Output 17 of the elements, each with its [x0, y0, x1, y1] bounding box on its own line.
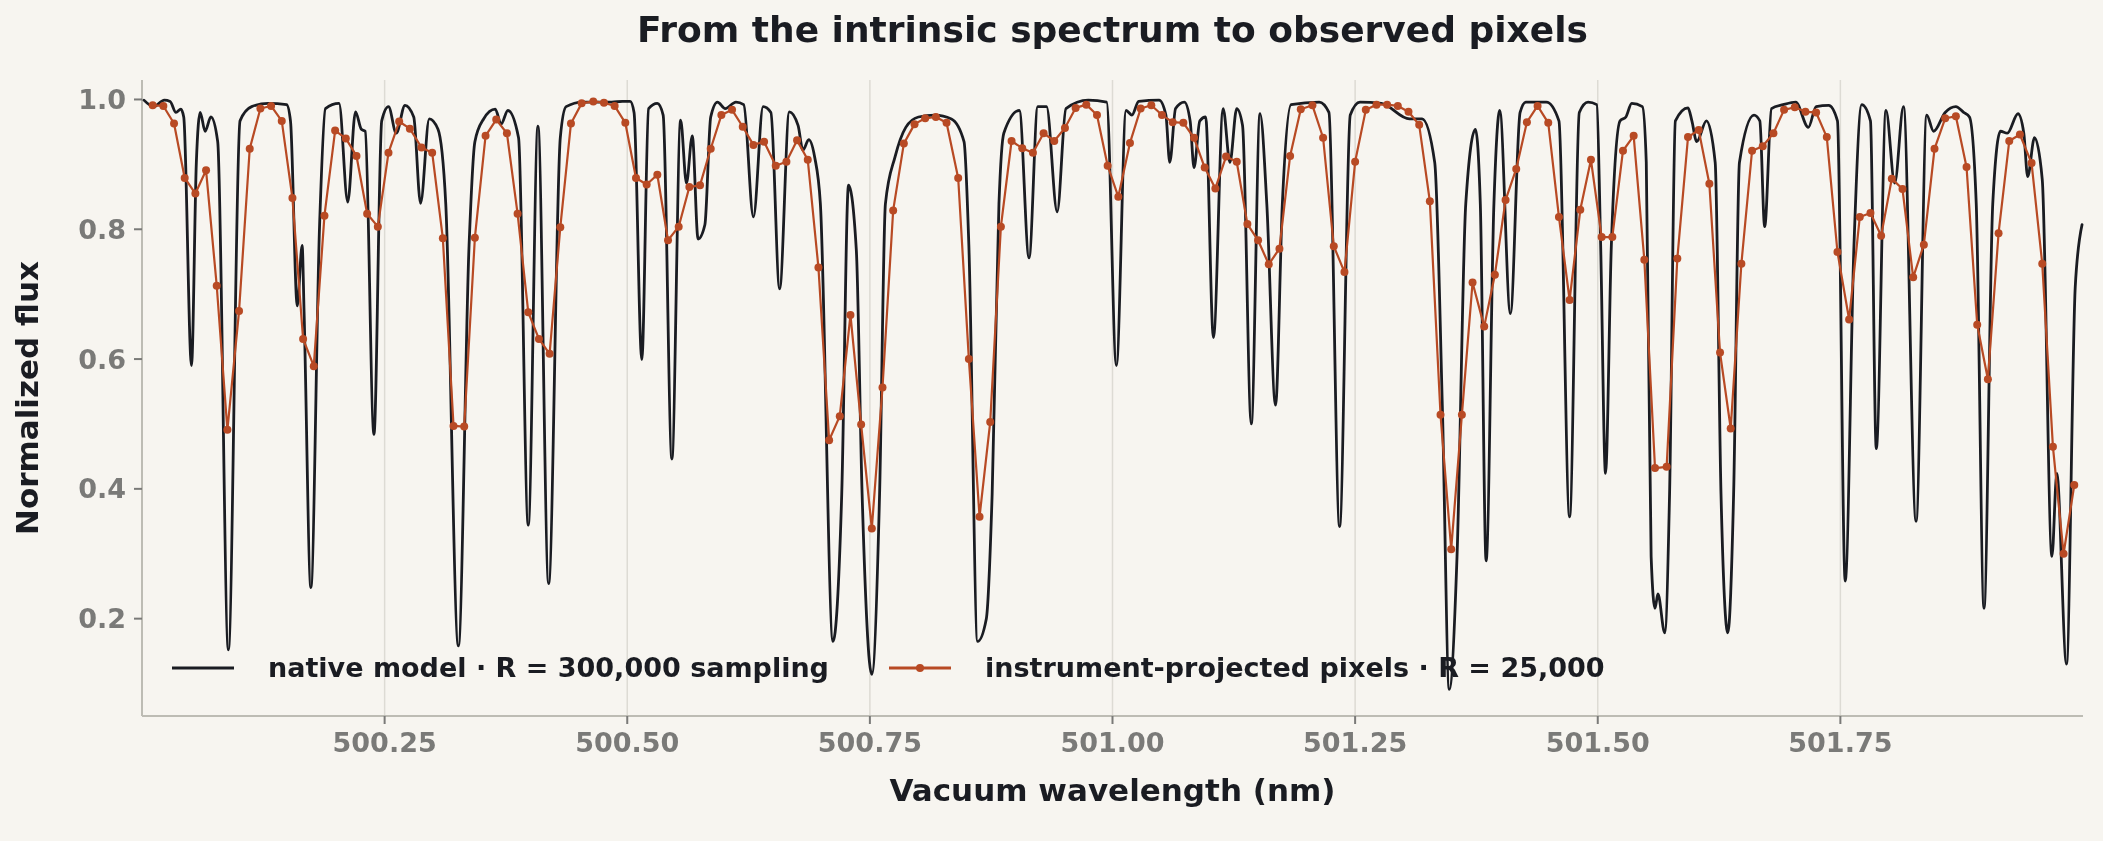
y-tick-label: 1.0 [78, 83, 126, 115]
x-tick-label: 500.75 [817, 727, 922, 758]
x-axis-title: Vacuum wavelength (nm) [889, 772, 1336, 808]
line-series [142, 98, 2084, 691]
x-tick-label: 501.50 [1545, 727, 1650, 758]
y-tick-label: 0.8 [78, 213, 126, 245]
x-tick-label: 501.00 [1060, 727, 1165, 758]
y-tick-label: 0.2 [78, 603, 126, 635]
chart-title: From the intrinsic spectrum to observed pixels [636, 9, 1589, 50]
x-tick-label: 500.50 [575, 727, 680, 758]
y-tick-label: 0.6 [78, 343, 126, 375]
x-tick-label: 501.25 [1303, 727, 1408, 758]
x-tick-label: 501.75 [1788, 727, 1893, 758]
y-axis-title: Normalized flux [9, 260, 45, 536]
y-tick-label: 0.4 [78, 473, 126, 505]
x-tick-label: 500.25 [332, 727, 437, 758]
legend-label: native model · R = 300,000 sampling [268, 652, 829, 684]
